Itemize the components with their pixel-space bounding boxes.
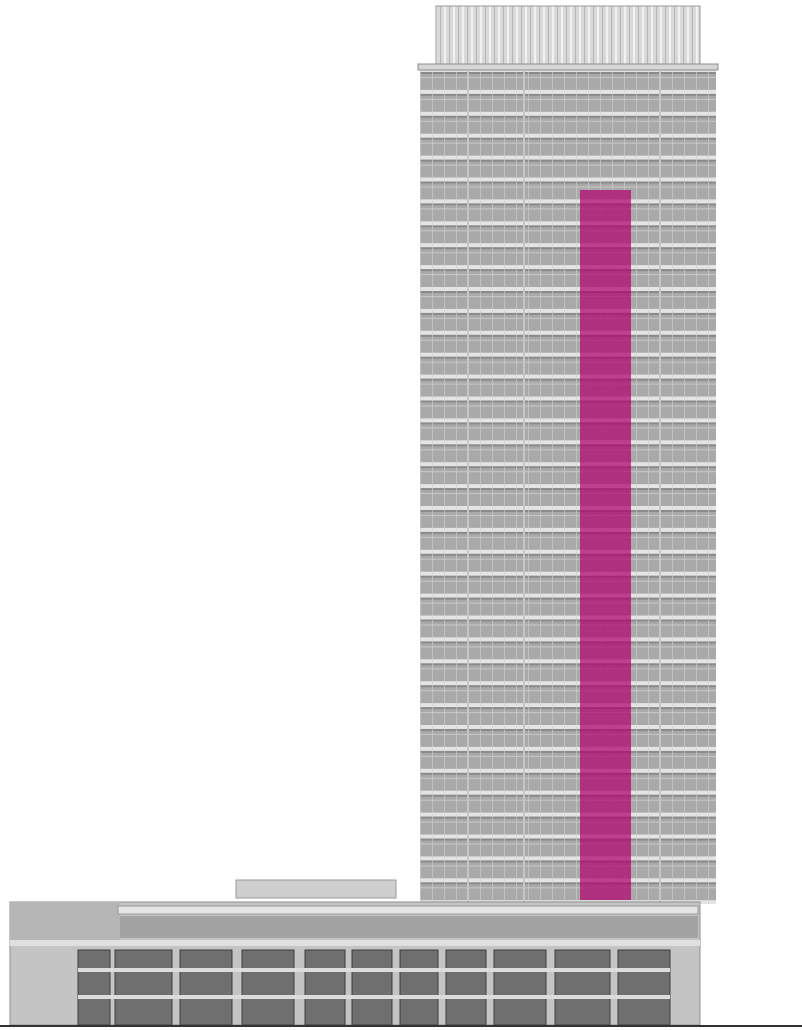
podium-bay-bands bbox=[78, 968, 670, 999]
podium-canopy bbox=[117, 905, 699, 915]
podium-rooftop bbox=[235, 879, 397, 899]
podium-bays bbox=[77, 949, 671, 1026]
tower-mullions bbox=[420, 66, 716, 904]
podium-upper bbox=[10, 902, 120, 942]
highlighted-stack-floors bbox=[580, 190, 631, 900]
roof-slab bbox=[417, 63, 719, 71]
podium-glazing bbox=[120, 916, 698, 938]
podium-band bbox=[10, 940, 700, 946]
tower-crown bbox=[435, 5, 701, 65]
